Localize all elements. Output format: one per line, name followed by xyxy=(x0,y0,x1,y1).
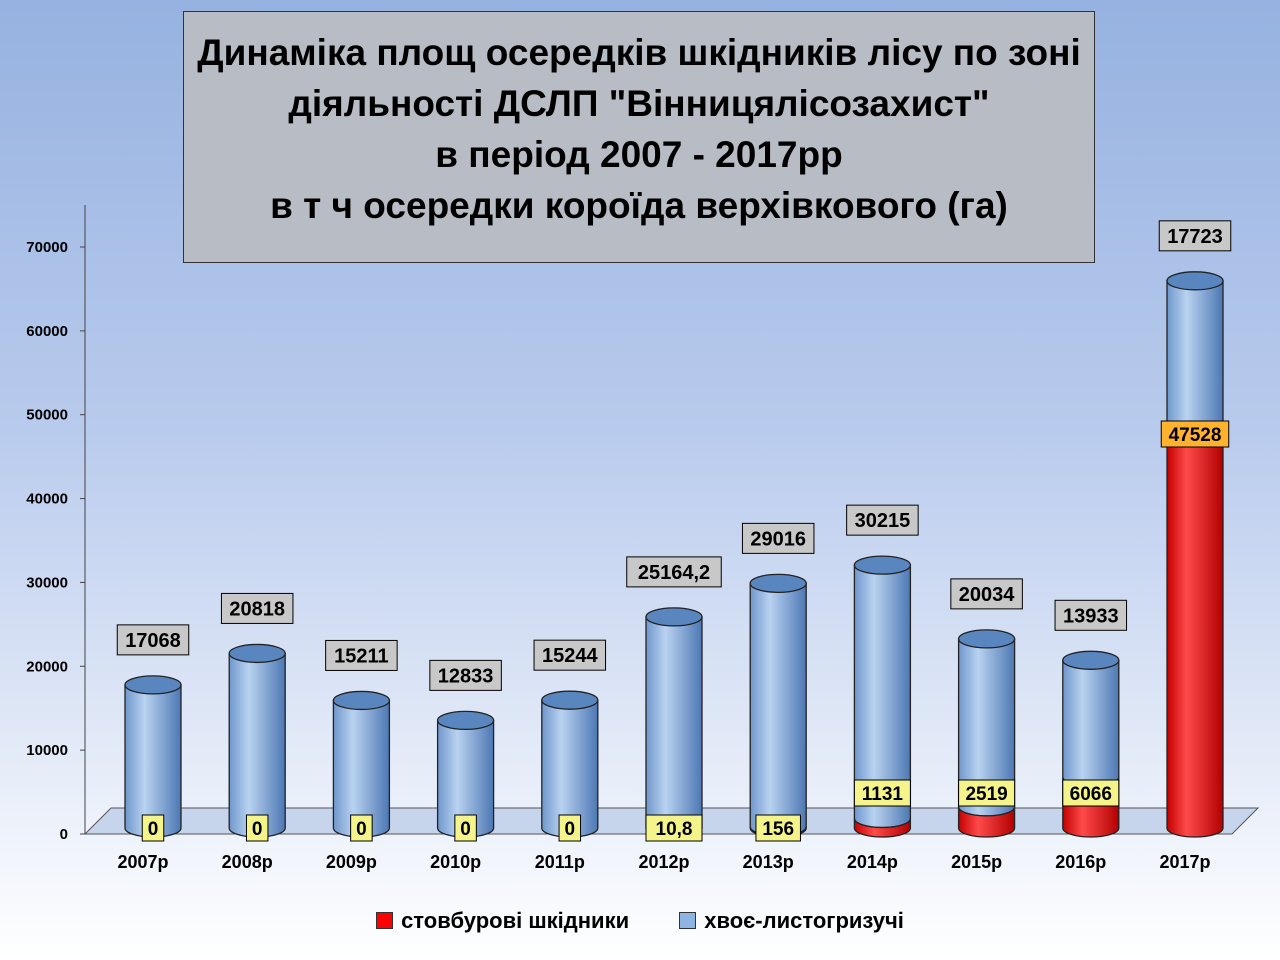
data-label-defoliators: 30215 xyxy=(855,510,911,532)
data-label-defoliators: 15211 xyxy=(334,645,389,667)
chart-title-line-2: діяльності ДСЛП "Вінницялісозахист" xyxy=(288,83,990,124)
data-label-stem-pests: 6066 xyxy=(1070,784,1112,805)
x-tick-label: 2011р xyxy=(535,852,585,872)
chart-title-line-1: Динаміка площ осередків шкідників лісу п… xyxy=(197,32,1081,73)
bar-defoliators xyxy=(645,616,703,838)
legend-label: хвоє-листогризучі xyxy=(704,908,904,933)
data-label-box xyxy=(429,659,502,691)
data-label-defoliators: 25164,2 xyxy=(638,562,710,584)
y-tick-label: 10000 xyxy=(26,742,68,759)
data-label-box xyxy=(958,779,1016,807)
bar-top-cap xyxy=(124,675,182,695)
y-tick-label: 40000 xyxy=(26,491,68,508)
x-tick-label: 2009р xyxy=(326,852,377,872)
data-label-box xyxy=(220,592,294,624)
bar-top-cap xyxy=(332,690,391,711)
data-label-stem-pests: 0 xyxy=(356,819,367,840)
legend-swatch-red xyxy=(376,912,394,929)
data-label-stem-pests: 0 xyxy=(148,819,159,840)
bar-top-cap xyxy=(1166,271,1224,291)
x-tick-label: 2015р xyxy=(951,852,1002,872)
y-tick-label: 50000 xyxy=(26,407,68,424)
chart-title-box: Динаміка площ осередків шкідників лісу п… xyxy=(183,11,1095,263)
data-label-box xyxy=(533,639,607,671)
data-label-defoliators: 20034 xyxy=(959,584,1015,606)
bar-stem-pests xyxy=(853,818,912,838)
x-tick-label: 2014р xyxy=(847,852,898,872)
data-label-box xyxy=(950,578,1023,610)
x-tick-label: 2012р xyxy=(638,852,689,872)
data-label-box xyxy=(1062,779,1120,807)
data-label-stem-pests: 0 xyxy=(252,819,263,840)
legend-item-stem-pests: стовбурові шкідники xyxy=(376,908,629,934)
data-label-stem-pests: 156 xyxy=(762,819,794,840)
data-label-box xyxy=(141,814,165,842)
y-tick-label: 20000 xyxy=(26,658,68,675)
bar-defoliators xyxy=(1062,659,1120,787)
data-label-box xyxy=(454,814,477,842)
data-label-defoliators: 15244 xyxy=(542,645,598,667)
data-label-stem-pests: 1131 xyxy=(862,784,904,805)
data-label-stem-pests: 0 xyxy=(565,819,576,840)
data-label-box xyxy=(1160,420,1230,448)
data-label-defoliators: 17068 xyxy=(125,630,181,652)
bar-top-cap xyxy=(957,629,1016,649)
data-label-stem-pests: 10,8 xyxy=(656,819,693,840)
x-tick-label: 2013р xyxy=(743,852,794,872)
chart-title-line-3: в період 2007 - 2017рр xyxy=(435,134,843,175)
y-tick-label: 30000 xyxy=(26,574,68,591)
y-tick-label: 0 xyxy=(60,826,68,843)
data-label-box xyxy=(325,639,398,671)
data-label-box xyxy=(558,814,582,842)
x-tick-label: 2007р xyxy=(117,852,168,872)
bar-top-cap xyxy=(749,573,807,594)
bar-defoliators xyxy=(749,582,807,837)
bar-top-cap xyxy=(645,607,703,627)
bar-top-cap xyxy=(541,690,599,710)
bar-defoliators xyxy=(1166,280,1224,440)
bar-defoliators xyxy=(124,684,182,838)
y-tick-label: 60000 xyxy=(26,323,68,340)
data-label-box xyxy=(755,814,801,842)
data-label-box xyxy=(853,779,911,807)
data-label-box xyxy=(1054,599,1128,631)
x-tick-label: 2008р xyxy=(222,852,273,872)
data-label-defoliators: 20818 xyxy=(229,598,285,620)
data-label-stem-pests: 0 xyxy=(460,819,471,840)
data-label-stem-pests: 47528 xyxy=(1169,425,1222,446)
data-label-box xyxy=(741,522,815,554)
data-label-box xyxy=(350,814,373,842)
chart-title-line-4: в т ч осередки короїда верхівкового (га) xyxy=(270,185,1008,226)
data-label-box xyxy=(626,556,722,588)
x-tick-label: 2010р xyxy=(430,852,481,872)
bar-defoliators xyxy=(228,652,286,838)
x-tick-label: 2017р xyxy=(1159,852,1210,872)
data-label-box xyxy=(245,814,269,842)
data-label-box xyxy=(1158,220,1232,252)
x-tick-label: 2016р xyxy=(1055,852,1106,872)
chart-legend: стовбурові шкідники хвоє-листогризучі xyxy=(0,908,1280,934)
bar-top-cap xyxy=(228,643,286,664)
legend-swatch-blue xyxy=(679,912,697,929)
legend-label: стовбурові шкідники xyxy=(401,908,630,933)
data-label-box xyxy=(645,814,703,842)
bar-top-cap xyxy=(853,555,912,575)
bar-stem-pests xyxy=(1166,429,1224,838)
data-label-defoliators: 17723 xyxy=(1167,226,1223,248)
bar-top-cap xyxy=(436,710,495,731)
data-label-box xyxy=(116,624,190,656)
data-label-box xyxy=(846,504,919,536)
bar-stem-pests xyxy=(957,806,1016,838)
legend-item-defoliators: хвоє-листогризучі xyxy=(679,908,904,934)
data-label-defoliators: 13933 xyxy=(1063,605,1119,627)
bar-top-cap xyxy=(1062,650,1120,670)
y-tick-label: 70000 xyxy=(26,239,68,256)
data-label-defoliators: 12833 xyxy=(438,665,494,687)
data-label-defoliators: 29016 xyxy=(750,528,806,550)
data-label-stem-pests: 2519 xyxy=(965,784,1007,805)
